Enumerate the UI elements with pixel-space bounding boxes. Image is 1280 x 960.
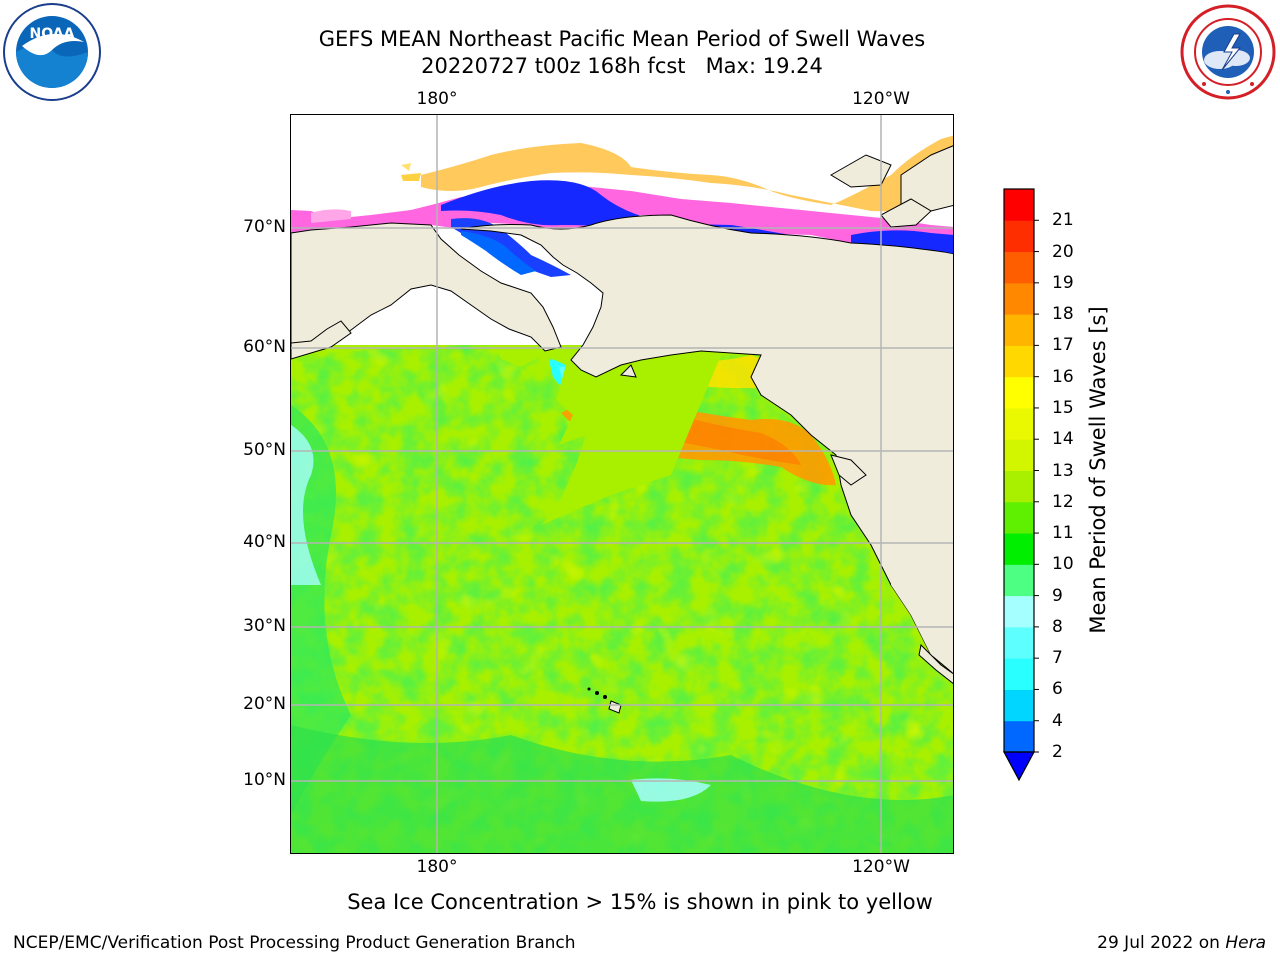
map-subtitle: 20220727 t00z 168h fcst Max: 19.24	[421, 54, 823, 78]
colorbar-tick-label: 20	[1052, 241, 1074, 262]
colorbar-band	[1004, 282, 1034, 315]
lon-tick-bottom-120w: 120°W	[852, 857, 910, 877]
map-canvas	[291, 115, 953, 853]
colorbar-tick-label: 7	[1052, 648, 1063, 669]
lat-tick-10n: 10°N	[243, 770, 286, 790]
colorbar-tick-label: 8	[1052, 616, 1063, 637]
colorbar-band	[1004, 376, 1034, 409]
colorbar-tick-label: 15	[1052, 397, 1074, 418]
colorbar-tick-label: 14	[1052, 429, 1074, 450]
land-masses	[291, 145, 953, 685]
lat-tick-50n: 50°N	[243, 440, 286, 460]
graticule	[291, 115, 953, 853]
map-title: GEFS MEAN Northeast Pacific Mean Period …	[318, 27, 926, 51]
colorbar-band	[1004, 658, 1034, 690]
colorbar-tick-label: 13	[1052, 460, 1074, 481]
noaa-logo-text: NOAA	[30, 26, 75, 42]
nws-logo	[1180, 4, 1276, 104]
colorbar-band	[1004, 626, 1034, 659]
colorbar-band	[1004, 470, 1034, 503]
colorbar-band	[1004, 314, 1034, 346]
footer-host: Hera	[1225, 933, 1266, 953]
lat-tick-60n: 60°N	[243, 337, 286, 357]
colorbar-tick-label: 12	[1052, 491, 1074, 512]
lat-tick-70n: 70°N	[243, 217, 286, 237]
sea-ice-caption: Sea Ice Concentration > 15% is shown in …	[347, 890, 933, 914]
colorbar-tick-label: 6	[1052, 679, 1063, 700]
colorbar-extend-min	[1002, 751, 1036, 782]
colorbar-tick-label: 17	[1052, 335, 1074, 356]
colorbar-band	[1004, 689, 1034, 722]
colorbar-tick-label: 16	[1052, 366, 1074, 387]
colorbar-band	[1004, 345, 1034, 378]
colorbar	[1002, 188, 1039, 782]
lon-tick-top-180: 180°	[416, 89, 458, 109]
colorbar-band	[1004, 720, 1034, 753]
colorbar-band	[1004, 595, 1034, 628]
colorbar-tick-label: 19	[1052, 272, 1074, 293]
colorbar-tick-label: 11	[1052, 523, 1074, 544]
footer-date: 29 Jul 2022 on Hera	[1097, 933, 1266, 953]
colorbar-band	[1004, 251, 1034, 284]
noaa-logo: NOAA	[2, 2, 102, 106]
hawaii-islands	[587, 687, 622, 714]
colorbar-tick-label: 9	[1052, 585, 1063, 606]
colorbar-tick-label: 10	[1052, 554, 1074, 575]
colorbar-band	[1004, 189, 1034, 221]
colorbar-title: Mean Period of Swell Waves [s]	[1086, 306, 1110, 634]
colorbar-band	[1004, 439, 1034, 471]
colorbar-tick-label: 2	[1052, 742, 1063, 762]
lon-tick-bottom-180: 180°	[416, 857, 458, 877]
colorbar-band	[1004, 564, 1034, 597]
lon-tick-top-120w: 120°W	[852, 89, 910, 109]
lat-tick-30n: 30°N	[243, 616, 286, 636]
colorbar-tick-label: 18	[1052, 304, 1074, 325]
colorbar-band	[1004, 533, 1034, 565]
lat-tick-40n: 40°N	[243, 532, 286, 552]
colorbar-tick-label: 21	[1052, 210, 1074, 231]
colorbar-band	[1004, 407, 1034, 440]
colorbar-band	[1004, 501, 1034, 534]
colorbar-band	[1004, 220, 1034, 253]
footer-date-text: 29 Jul 2022 on	[1097, 933, 1226, 953]
lat-tick-20n: 20°N	[243, 694, 286, 714]
colorbar-tick-label: 4	[1052, 710, 1063, 731]
footer-credit: NCEP/EMC/Verification Post Processing Pr…	[13, 933, 576, 953]
map-panel	[290, 114, 954, 854]
